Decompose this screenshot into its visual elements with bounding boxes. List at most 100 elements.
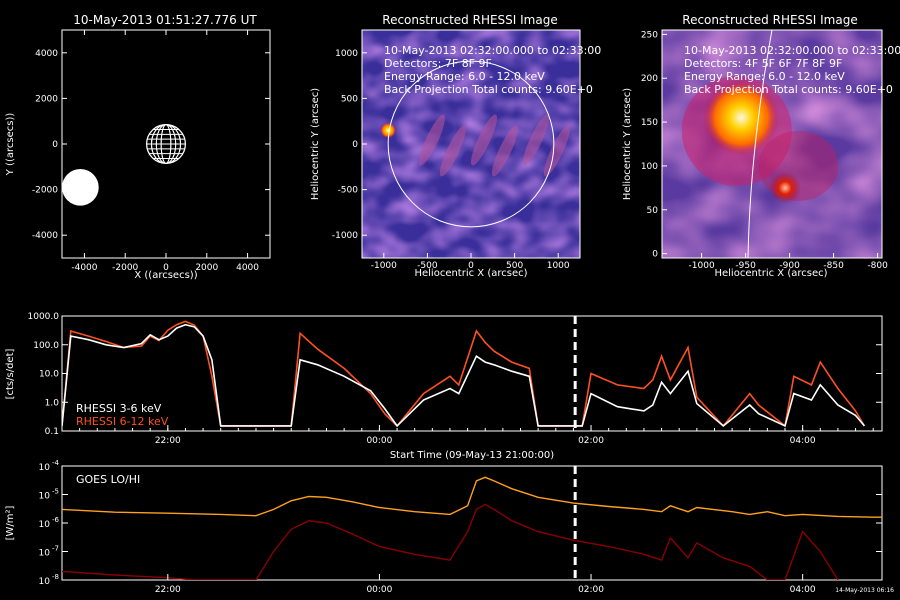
disk-object	[62, 168, 99, 206]
panel4-xtick-label: 04:00	[790, 436, 816, 446]
goes-legend: GOES LO/HI	[76, 473, 140, 486]
panel2-xlabel: Heliocentric X (arcsec)	[414, 268, 527, 279]
panel3-ytick-label: 200	[641, 74, 658, 84]
panel2-ticks: -1000 -500 0 500 1000 -1000 -500 0 500 1000	[332, 49, 570, 271]
panel2-ytick-label: 0	[352, 140, 358, 150]
panel3-annotation: Back Projection Total counts: 9.60E+0	[684, 83, 893, 96]
panel2-annotation: 10-May-2013 02:32:00.000 to 02:33:00	[384, 44, 601, 57]
panel4-plot	[62, 316, 866, 431]
emission-band	[439, 125, 466, 177]
panel4-ytick-label: 1000.0	[28, 312, 60, 322]
panel1-xtick-label: -4000	[71, 263, 97, 273]
panel2-ytick-label: -1000	[332, 231, 358, 241]
panel5-plot	[62, 466, 882, 580]
flare-source-secondary	[769, 171, 802, 204]
panel2-xtick-label: -1000	[371, 261, 397, 271]
panel5-ytick-label: 10	[39, 463, 51, 473]
panel2-annotations: 10-May-2013 02:32:00.000 to 02:33:00Dete…	[384, 44, 601, 96]
panel5-ytick-label: 10	[39, 520, 51, 530]
panel5-xtick-label: 02:00	[578, 585, 604, 595]
panel5-ytick-label: 10	[39, 492, 51, 502]
panel5-clipped	[62, 466, 882, 580]
panel2-ytick-label: 500	[341, 94, 358, 104]
panel4-ytick-label: 1.0	[45, 398, 60, 408]
panel1-xlabel: X ((arcsecs))	[134, 270, 197, 281]
panel2-clipped	[380, 60, 570, 228]
series-line	[62, 503, 839, 580]
panel2-xtick-label: 500	[506, 261, 523, 271]
panel3-xtick-label: -950	[735, 261, 756, 271]
panel1-ytick-label: 0	[52, 140, 58, 150]
panel3-ytick-label: 100	[641, 162, 658, 172]
panel4-ytick-label: 10.0	[39, 370, 59, 380]
panel3-annotations: 10-May-2013 02:32:00.000 to 02:33:00Dete…	[684, 44, 900, 96]
panel5-ytick-label: 10	[39, 549, 51, 559]
panel3-annotation: Detectors: 4F 5F 6F 7F 8F 9F	[684, 57, 842, 70]
legend-6-12kev: RHESSI 6-12 keV	[76, 415, 169, 428]
panel3-title: Reconstructed RHESSI Image	[682, 13, 857, 27]
panel2-title: Reconstructed RHESSI Image	[382, 13, 557, 27]
panel5-xtick-label: 00:00	[366, 585, 392, 595]
emission-band	[418, 114, 446, 166]
panel-rhessi-zoom: Reconstructed RHESSI Image -1000 -950 -900…	[622, 13, 900, 279]
panel5-frame	[61, 465, 883, 581]
panel4-ticks: 0.1 1.0 10.0 100.0 1000.0 22:00 00:00 02:00 04:0…	[28, 312, 882, 446]
panel4-xlabel: Start Time (09-May-13 21:00:00)	[390, 450, 554, 461]
panel4-clipped	[62, 316, 866, 431]
panel2-xtick-label: 1000	[547, 261, 570, 271]
panel3-xtick-label: -800	[867, 261, 888, 271]
panel3-ytick-label: 150	[641, 118, 658, 128]
panel3-ylabel: Heliocentric Y (arcsec)	[622, 88, 633, 200]
panel1-xtick-label: 4000	[236, 263, 259, 273]
panel2-overlay	[380, 60, 570, 228]
panel1-ytick-label: -2000	[32, 186, 58, 196]
panel3-xtick-label: -850	[823, 261, 844, 271]
panel5-ticks: 10-810-710-610-510 -422:00 00:00 02:00 04:00	[39, 459, 882, 595]
panel1-ytick-label: 2000	[35, 94, 58, 104]
solar-limb	[387, 60, 555, 228]
flare-source	[380, 122, 397, 139]
panel5-xtick-label: 22:00	[155, 585, 181, 595]
panel1-xtick-label: 2000	[195, 263, 218, 273]
panel3-ticks: -1000 -950 -900 -850 -800 0 50 100 150 200 250	[641, 30, 888, 271]
panel2-annotation: Back Projection Total counts: 9.60E+0	[384, 83, 593, 96]
panel3-frame	[661, 29, 883, 259]
panel3-clipped	[681, 30, 839, 258]
panel3-ytick-label: 0	[652, 250, 658, 260]
panel-rhessi-lightcurve: 0.1 1.0 10.0 100.0 1000.0 22:00 00:00 02:00 04:0…	[5, 312, 883, 461]
plot-timestamp: 14-May-2013 06:16	[835, 587, 894, 594]
panel2-ylabel: Heliocentric Y (arcsec)	[310, 88, 321, 200]
emission-band	[470, 114, 498, 166]
series-line	[62, 323, 866, 428]
panel1-ticks: -4000 -2000 0 2000 4000 -4000 -2000 0 2000 4000	[32, 30, 270, 273]
panel5-ytick-exponent: -4	[52, 459, 60, 467]
panel1-xtick-label: -2000	[112, 263, 138, 273]
emission-band	[491, 125, 518, 177]
sun-meridian	[150, 124, 182, 164]
panel5-ytick-exponent: -6	[52, 516, 60, 524]
panel4-xtick-label: 22:00	[155, 436, 181, 446]
panel3-annotation: 10-May-2013 02:32:00.000 to 02:33:00	[684, 44, 900, 57]
panel5-xtick-label: 04:00	[790, 585, 816, 595]
panel2-xtick-label: -500	[417, 261, 438, 271]
panel3-xtick-label: -900	[779, 261, 800, 271]
series-line	[62, 476, 882, 518]
panel2-xtick-label: 0	[468, 261, 474, 271]
panel1-ytick-label: -4000	[32, 231, 58, 241]
panel3-annotation: Energy Range: 6.0 - 12.0 keV	[684, 70, 845, 83]
panel4-frame	[61, 315, 883, 432]
panel-solar-disk: 10-May-2013 01:51:27.776 UT -4000 -2000 0 2…	[5, 13, 271, 281]
panel4-xtick-label: 00:00	[366, 436, 392, 446]
panel-goes: 10-810-710-610-510 -422:00 00:00 02:00 04:00…	[5, 459, 894, 595]
series-line	[62, 320, 866, 428]
panel1-ylabel: Y ((arcsecs))	[5, 113, 16, 177]
panel5-ytick-label: 10	[39, 577, 51, 587]
panel-rhessi-full: Reconstructed RHESSI Image -1000 -500 0 500…	[310, 13, 601, 279]
panel3-xtick-label: -1000	[689, 261, 715, 271]
panel3-ytick-label: 250	[641, 30, 658, 40]
panel3-xlabel: Heliocentric X (arcsec)	[714, 268, 827, 279]
panel5-ytick-exponent: -7	[52, 545, 59, 553]
emission-band	[543, 125, 570, 177]
panel4-ylabel: [cts/s/det]	[5, 349, 16, 400]
